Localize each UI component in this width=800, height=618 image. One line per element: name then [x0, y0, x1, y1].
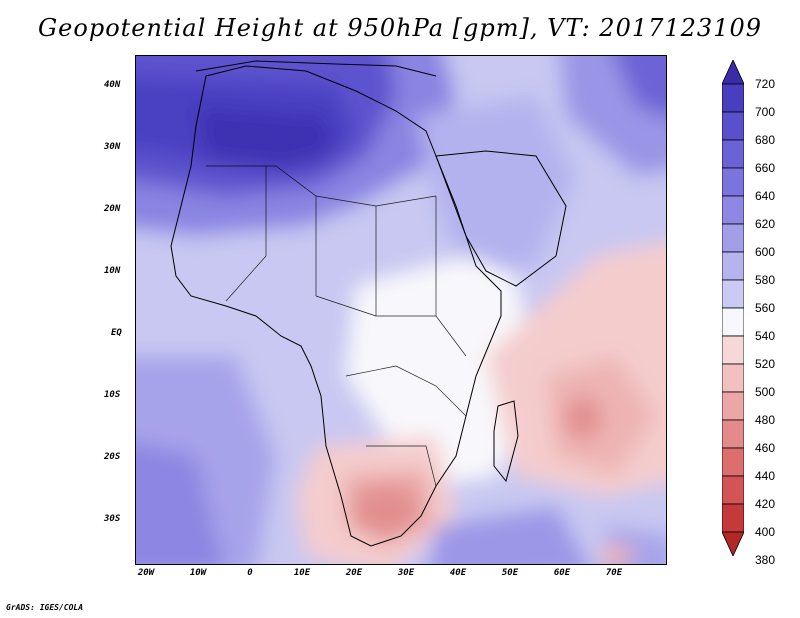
colorbar-swatch: [722, 475, 744, 505]
colorbar-level-label: 520: [755, 357, 776, 371]
lon-label-10e: 10E: [293, 568, 311, 578]
colorbar-level-label: 700: [755, 105, 776, 119]
colorbar-swatch: [722, 111, 744, 141]
colorbar-level-label: 420: [755, 497, 776, 511]
lat-label-40n: 40N: [104, 80, 121, 90]
colorbar-swatch: [722, 391, 744, 421]
colorbar-swatch: [722, 307, 744, 337]
colorbar-level-label: 480: [755, 413, 776, 427]
colorbar-top-triangle: [722, 60, 744, 85]
colorbar-swatch: [722, 335, 744, 365]
geopotential-field: [136, 56, 666, 564]
lat-label-20s: 20S: [104, 452, 121, 462]
lon-label-0: 0: [247, 568, 253, 578]
colorbar-level-label: 440: [755, 469, 776, 483]
lon-label-60e: 60E: [553, 568, 571, 578]
lon-label-30e: 30E: [397, 568, 415, 578]
colorbar-level-label: 460: [755, 441, 776, 455]
map-panel: [135, 55, 667, 565]
colorbar-level-label: 620: [755, 217, 776, 231]
lon-label-70e: 70E: [605, 568, 623, 578]
lon-label-10w: 10W: [189, 568, 207, 578]
colorbar-swatch: [722, 279, 744, 309]
colorbar-swatch: [722, 503, 744, 533]
colorbar-level-label: 580: [755, 273, 776, 287]
lat-label-30n: 30N: [104, 142, 121, 152]
colorbar-level-label: 720: [755, 77, 776, 91]
lat-label-10n: 10N: [104, 266, 121, 276]
lon-label-40e: 40E: [449, 568, 467, 578]
colorbar-swatch: [722, 447, 744, 477]
lon-label-50e: 50E: [501, 568, 519, 578]
colorbar-level-label: 680: [755, 133, 776, 147]
lat-label-20n: 20N: [104, 204, 121, 214]
lon-label-20w: 20W: [137, 568, 155, 578]
credit-text: GrADS: IGES/COLA: [6, 603, 84, 612]
colorbar-swatch: [722, 83, 744, 113]
colorbar-swatch: [722, 223, 744, 253]
colorbar-level-label: 400: [755, 525, 776, 539]
lat-label-30s: 30S: [104, 514, 121, 524]
colorbar-level-label: 540: [755, 329, 776, 343]
country-borders: [206, 165, 467, 487]
colorbar: [722, 60, 744, 556]
colorbar-swatch: [722, 251, 744, 281]
lat-label-10s: 10S: [104, 390, 121, 400]
colorbar-level-label: 660: [755, 161, 776, 175]
colorbar-level-label: 640: [755, 189, 776, 203]
coastline-outlines: [170, 60, 567, 547]
colorbar-swatch: [722, 167, 744, 197]
map-title: Geopotential Height at 950hPa [gpm], VT:…: [38, 14, 762, 42]
lon-label-20e: 20E: [345, 568, 363, 578]
colorbar-level-label: 500: [755, 385, 776, 399]
colorbar-level-label: 560: [755, 301, 776, 315]
colorbar-bottom-triangle: [722, 531, 744, 556]
colorbar-swatch: [722, 139, 744, 169]
lat-label-eq: EQ: [111, 328, 122, 338]
colorbar-swatch: [722, 419, 744, 449]
colorbar-swatch: [722, 195, 744, 225]
colorbar-level-label: 380: [755, 553, 776, 567]
colorbar-level-label: 600: [755, 245, 776, 259]
colorbar-swatch: [722, 363, 744, 393]
